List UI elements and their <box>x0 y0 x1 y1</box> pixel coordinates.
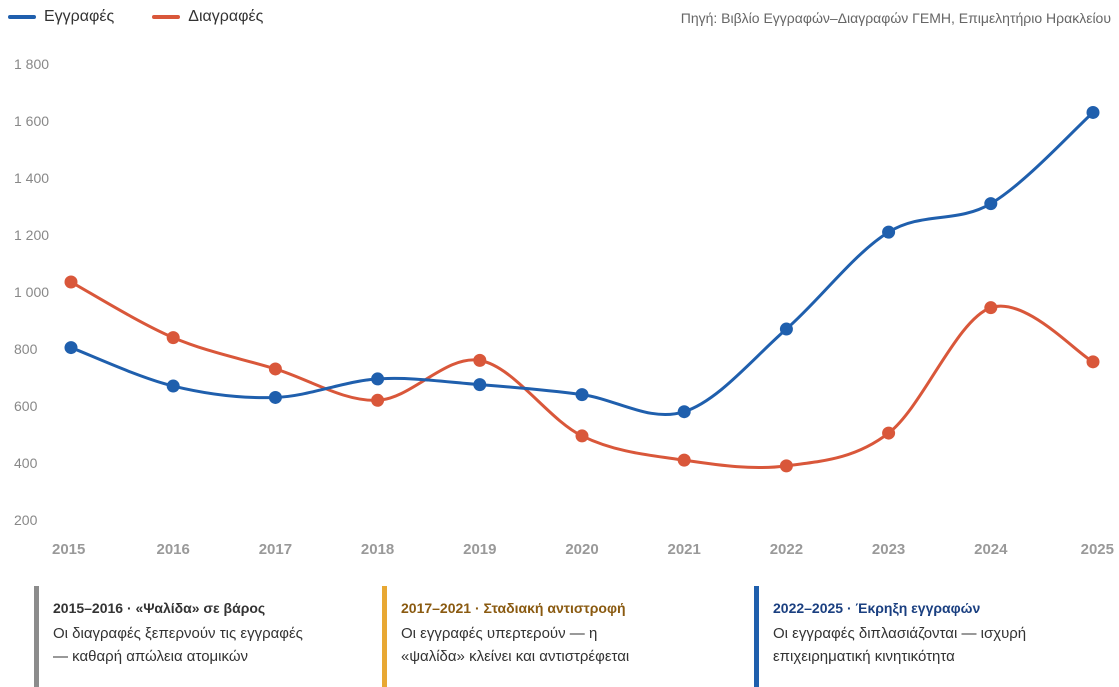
data-point-registrations-2016 <box>166 379 180 393</box>
data-point-registrations-2017 <box>268 390 282 404</box>
data-point-deletions-2019 <box>473 353 487 367</box>
y-tick-label: 1 200 <box>14 227 49 243</box>
period-desc-3-line1: Οι εγγραφές διπλασιάζονται — ισχυρή <box>773 625 1027 642</box>
legend-swatch-deletions <box>152 15 181 19</box>
series-lines <box>69 110 1095 470</box>
period-desc-1: Οι διαγραφές ξεπερνούν τις εγγραφές — κα… <box>53 622 374 668</box>
period-desc-2-line1: Οι εγγραφές υπερτερούν — η <box>401 625 598 642</box>
series-line-registrations <box>69 110 1095 417</box>
legend: Εγγραφές Διαγραφές <box>8 8 263 26</box>
legend-item-registrations: Εγγραφές <box>8 8 114 26</box>
source-note: Πηγή: Βιβλίο Εγγραφών–Διαγραφών ΓΕΜΗ, Επ… <box>680 10 1111 26</box>
period-title-1: 2015–2016 · «Ψαλίδα» σε βάρος <box>53 600 266 616</box>
legend-label-registrations: Εγγραφές <box>44 8 115 25</box>
legend-swatch-registrations <box>8 15 36 19</box>
series-points <box>64 105 1100 473</box>
data-point-deletions-2020 <box>575 429 589 443</box>
y-tick-label: 1 000 <box>14 284 49 300</box>
line-chart: 200 400 600 800 1 000 1 200 1 400 1 600 1 800 20… <box>14 56 1114 558</box>
legend-label-deletions: Διαγραφές <box>188 8 264 25</box>
data-point-registrations-2022 <box>779 322 793 336</box>
legend-item-deletions: Διαγραφές <box>152 8 263 26</box>
data-point-deletions-2016 <box>166 331 180 345</box>
period-desc-1-line1: Οι διαγραφές ξεπερνούν τις εγγραφές <box>53 625 303 642</box>
x-tick-label: 2019 <box>463 541 496 558</box>
y-axis-ticks: 200 400 600 800 1 000 1 200 1 400 1 600 1 800 <box>14 56 49 528</box>
data-point-deletions-2015 <box>64 275 78 289</box>
y-tick-label: 1 400 <box>14 170 49 186</box>
period-box-3: 2022–2025 · Έκρηξη εγγραφών Οι εγγραφές … <box>754 586 1114 687</box>
x-tick-label: 2017 <box>259 541 292 558</box>
data-point-deletions-2022 <box>779 459 793 473</box>
period-desc-3: Οι εγγραφές διπλασιάζονται — ισχυρή επιχ… <box>773 622 1114 668</box>
data-point-deletions-2025 <box>1086 355 1100 369</box>
period-desc-1-line2: — καθαρή απώλεια ατομικών <box>53 648 249 665</box>
y-tick-label: 800 <box>14 341 38 357</box>
x-axis-ticks: 2015 2016 2017 2018 2019 2020 2021 2022 2023 2024… <box>52 541 1114 558</box>
x-tick-label: 2025 <box>1081 541 1114 558</box>
period-title-2: 2017–2021 · Σταδιακή αντιστροφή <box>401 600 626 616</box>
period-box-2: 2017–2021 · Σταδιακή αντιστροφή Οι εγγρα… <box>382 586 742 687</box>
x-tick-label: 2024 <box>974 541 1008 558</box>
data-point-registrations-2025 <box>1086 105 1100 119</box>
period-desc-2-line2: «ψαλίδα» κλείνει και αντιστρέφεται <box>401 648 630 665</box>
period-box-1: 2015–2016 · «Ψαλίδα» σε βάρος Οι διαγραφ… <box>34 586 374 687</box>
data-point-deletions-2018 <box>371 393 385 407</box>
data-point-deletions-2024 <box>984 301 998 315</box>
data-point-deletions-2021 <box>677 453 691 467</box>
data-point-deletions-2017 <box>268 362 282 376</box>
x-tick-label: 2016 <box>157 541 190 558</box>
x-tick-label: 2021 <box>668 541 701 558</box>
x-tick-label: 2018 <box>361 541 394 558</box>
data-point-registrations-2018 <box>371 372 385 386</box>
data-point-registrations-2019 <box>473 378 487 392</box>
x-tick-label: 2023 <box>872 541 905 558</box>
x-tick-label: 2015 <box>52 541 85 558</box>
data-point-registrations-2023 <box>882 225 896 239</box>
period-desc-3-line2: επιχειρηματική κινητικότητα <box>773 648 955 665</box>
y-tick-label: 400 <box>14 455 38 471</box>
period-title-3: 2022–2025 · Έκρηξη εγγραφών <box>773 600 981 616</box>
y-tick-label: 1 800 <box>14 56 49 72</box>
y-tick-label: 600 <box>14 398 38 414</box>
period-annotations: 2015–2016 · «Ψαλίδα» σε βάρος Οι διαγραφ… <box>0 586 1119 687</box>
data-point-deletions-2023 <box>882 426 896 440</box>
x-tick-label: 2020 <box>565 541 598 558</box>
data-point-registrations-2021 <box>677 405 691 419</box>
data-point-registrations-2015 <box>64 341 78 355</box>
data-point-registrations-2024 <box>984 197 998 211</box>
x-tick-label: 2022 <box>770 541 803 558</box>
y-tick-label: 1 600 <box>14 113 49 129</box>
period-desc-2: Οι εγγραφές υπερτερούν — η «ψαλίδα» κλεί… <box>401 622 742 668</box>
y-tick-label: 200 <box>14 512 38 528</box>
data-point-registrations-2020 <box>575 388 589 402</box>
